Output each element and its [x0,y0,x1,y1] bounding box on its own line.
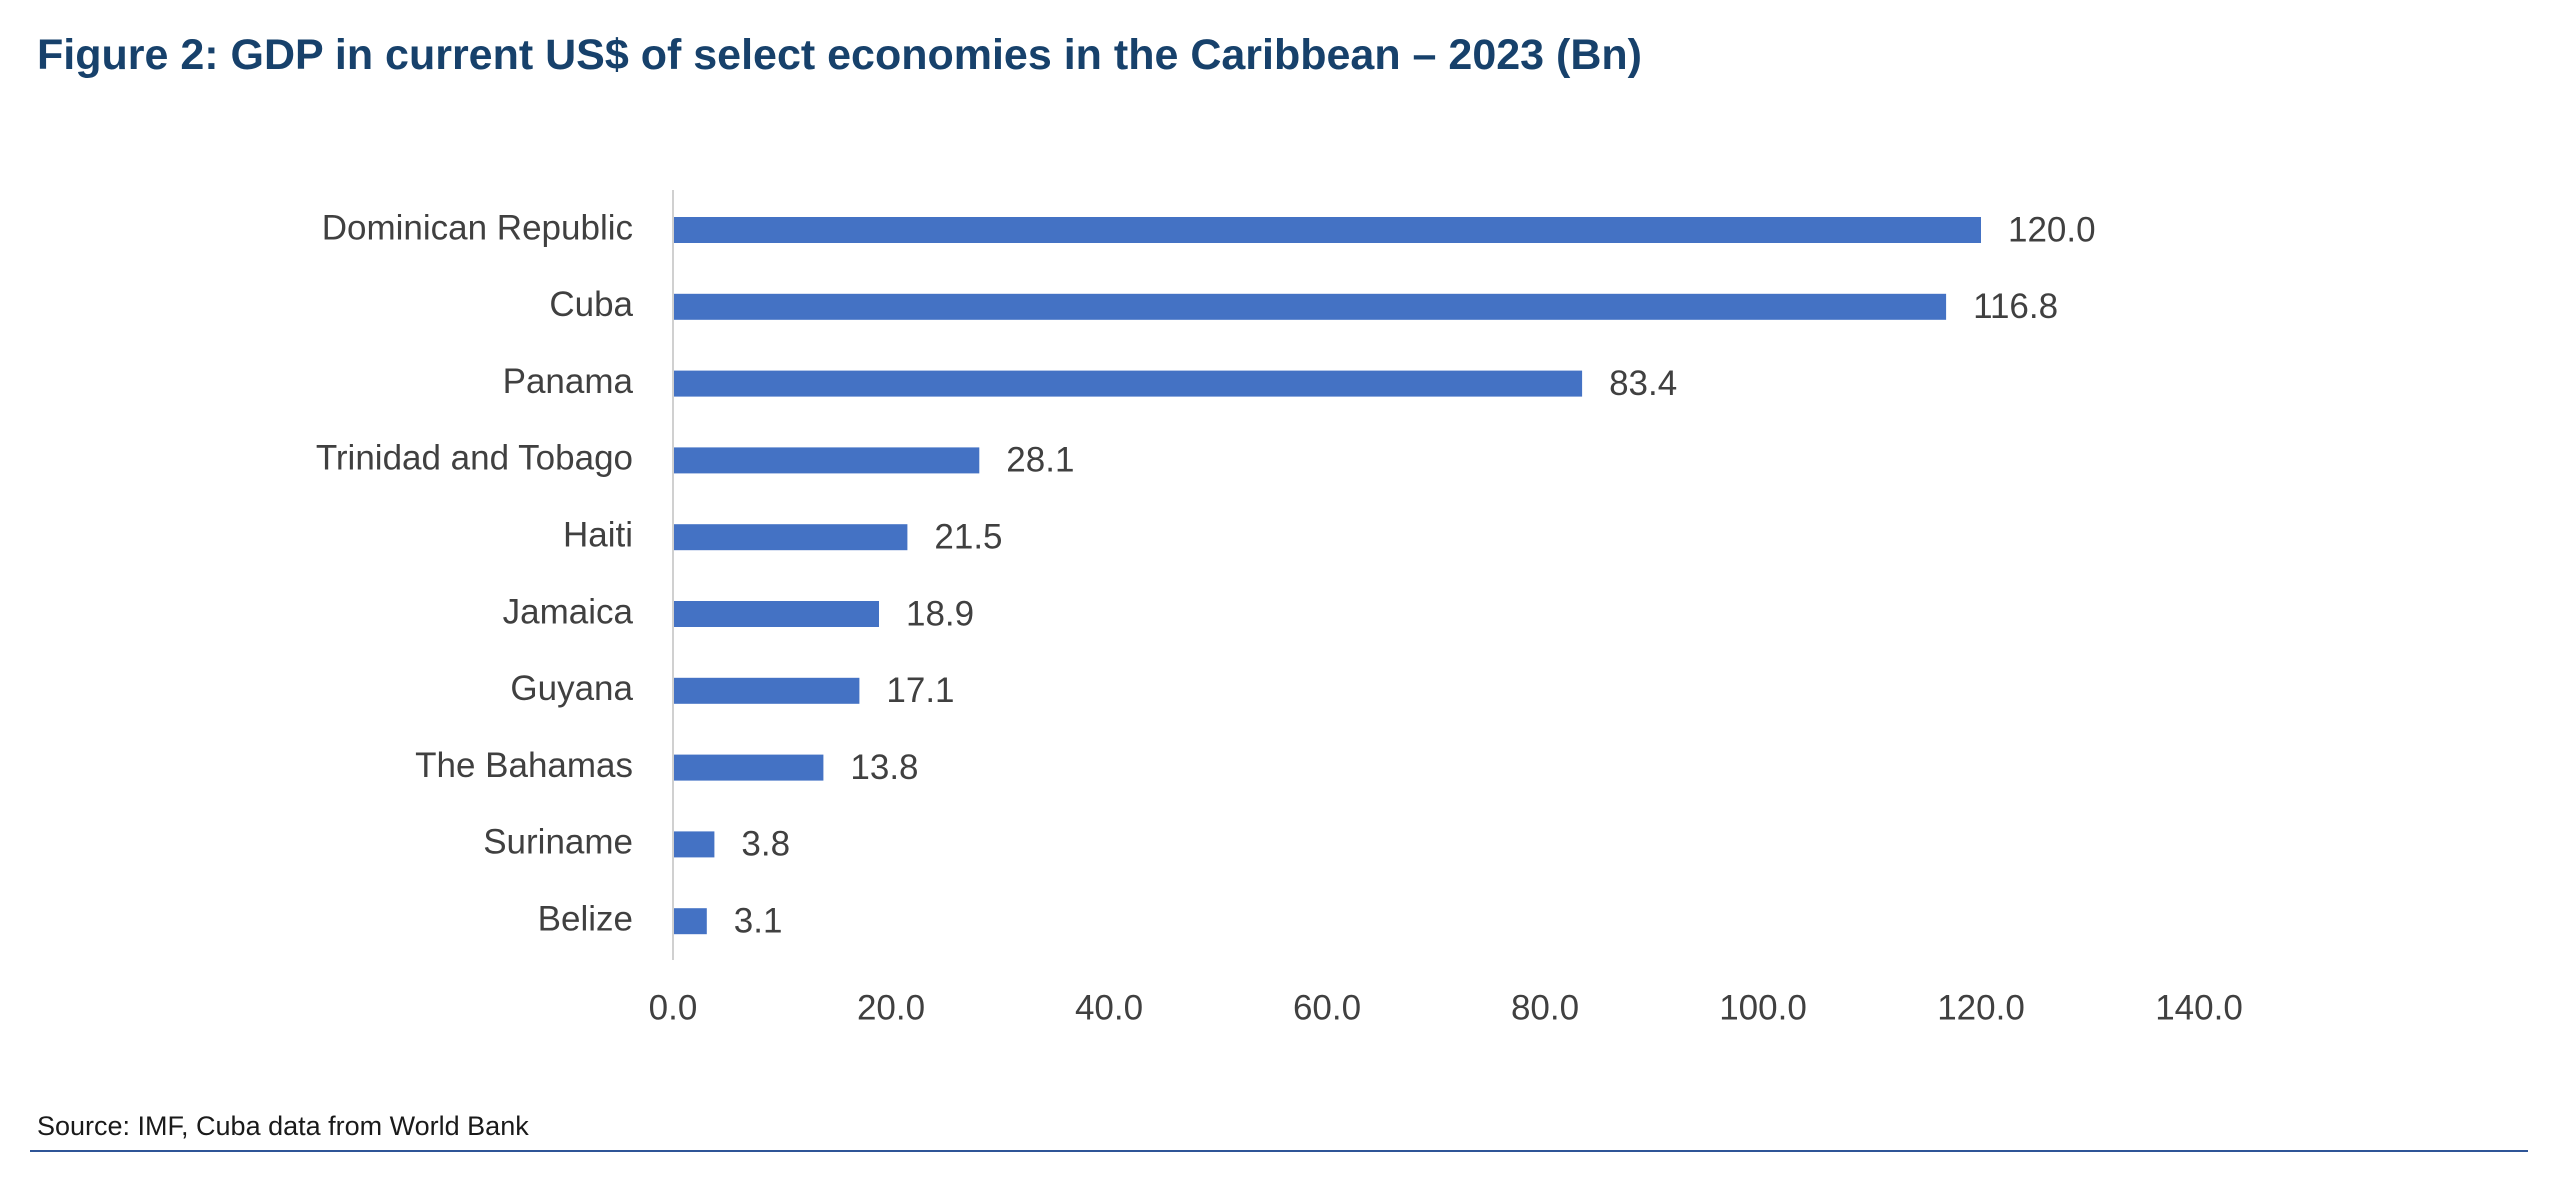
footer-divider [30,1150,2528,1152]
gdp-bar-chart: Dominican Republic 120.0 Cuba 116.8 Panama 83… [316,190,2243,1027]
bars-layer [673,217,1981,935]
data-label-guyana: 17.1 [886,671,954,710]
tick-labels-layer: 0.0 20.0 40.0 60.0 80.0 100.0 120.0 140.0 [649,988,2243,1027]
x-tick-label-120: 120.0 [1937,988,2025,1027]
bar-guyana [673,677,860,704]
data-label-trinidad-and-tobago: 28.1 [1006,441,1074,480]
x-tick-label-20: 20.0 [857,988,925,1027]
bar-cuba [673,293,1947,320]
data-label-haiti: 21.5 [934,517,1002,556]
labels-layer: Dominican Republic 120.0 Cuba 116.8 Panama 83… [316,208,2096,940]
category-label-cuba: Cuba [549,285,633,324]
category-label-dominican-republic: Dominican Republic [322,208,633,247]
x-tick-label-100: 100.0 [1719,988,1807,1027]
x-tick-label-80: 80.0 [1511,988,1579,1027]
category-label-belize: Belize [538,899,633,938]
category-label-suriname: Suriname [483,823,633,862]
bar-suriname [673,831,715,858]
data-label-panama: 83.4 [1609,364,1677,403]
category-label-jamaica: Jamaica [503,592,634,631]
bar-belize [673,908,707,935]
bar-haiti [673,524,908,551]
bar-trinidad-and-tobago [673,447,980,474]
bar-jamaica [673,601,879,627]
bar-panama [673,370,1583,397]
data-label-suriname: 3.8 [741,825,790,864]
category-label-the-bahamas: The Bahamas [415,746,633,785]
source-note: Source: IMF, Cuba data from World Bank [37,1111,529,1141]
category-label-panama: Panama [503,362,634,401]
data-label-the-bahamas: 13.8 [850,748,918,787]
x-tick-label-40: 40.0 [1075,988,1143,1027]
x-tick-label-140: 140.0 [2155,988,2243,1027]
figure-title: Figure 2: GDP in current US$ of select e… [37,31,1642,79]
x-tick-label-0: 0.0 [649,988,698,1027]
data-label-dominican-republic: 120.0 [2008,210,2096,249]
data-label-jamaica: 18.9 [906,594,974,633]
x-tick-label-60: 60.0 [1293,988,1361,1027]
data-label-cuba: 116.8 [1973,287,2058,326]
category-label-guyana: Guyana [510,669,633,708]
bar-the-bahamas [673,754,824,781]
category-label-haiti: Haiti [563,515,633,554]
category-label-trinidad-and-tobago: Trinidad and Tobago [316,439,633,478]
data-label-belize: 3.1 [734,901,783,940]
bar-dominican-republic [673,217,1981,243]
